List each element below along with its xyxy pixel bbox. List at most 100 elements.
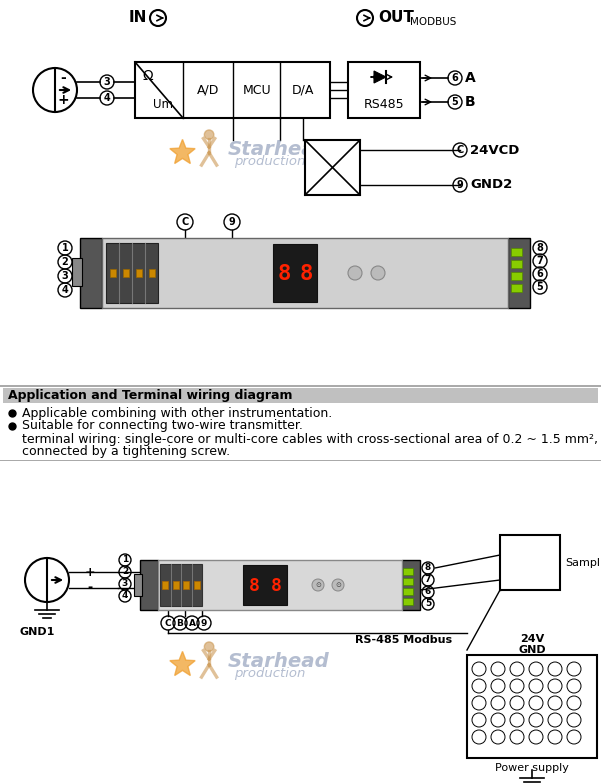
Circle shape <box>510 713 524 727</box>
Text: 7: 7 <box>537 256 543 266</box>
Text: 5: 5 <box>425 600 431 608</box>
Bar <box>273 244 317 302</box>
Circle shape <box>371 266 385 280</box>
Text: 1: 1 <box>62 243 69 253</box>
Text: 3: 3 <box>122 579 128 589</box>
Bar <box>109 269 115 277</box>
Circle shape <box>529 662 543 676</box>
Bar <box>80 238 102 308</box>
Circle shape <box>548 696 562 710</box>
Bar <box>511 248 522 256</box>
Bar <box>72 258 82 286</box>
Bar <box>403 568 413 575</box>
Text: MODBUS: MODBUS <box>410 17 456 27</box>
Bar <box>160 564 202 606</box>
Circle shape <box>548 662 562 676</box>
Text: GND: GND <box>518 645 546 655</box>
Bar <box>0 385 601 387</box>
Text: GND1: GND1 <box>19 627 55 637</box>
Circle shape <box>510 662 524 676</box>
Circle shape <box>510 679 524 693</box>
Circle shape <box>548 679 562 693</box>
Bar <box>403 578 413 585</box>
Circle shape <box>472 730 486 744</box>
Circle shape <box>529 679 543 693</box>
Text: ⊙: ⊙ <box>315 582 321 588</box>
Circle shape <box>548 713 562 727</box>
Text: 3: 3 <box>103 77 111 87</box>
Text: connected by a tightening screw.: connected by a tightening screw. <box>22 446 230 459</box>
Text: 8: 8 <box>270 577 281 595</box>
Text: +: + <box>57 93 69 107</box>
Text: Sampling: Sampling <box>565 557 601 568</box>
Circle shape <box>312 579 324 591</box>
Text: 8: 8 <box>277 264 291 284</box>
Text: 8: 8 <box>537 243 543 253</box>
Bar <box>135 62 330 118</box>
Circle shape <box>491 679 505 693</box>
Polygon shape <box>170 651 195 676</box>
Text: 8: 8 <box>249 577 260 595</box>
Circle shape <box>204 130 214 139</box>
Circle shape <box>472 713 486 727</box>
Text: A: A <box>189 619 195 627</box>
Bar <box>500 535 560 590</box>
Text: ⊙: ⊙ <box>335 582 341 588</box>
Text: terminal wiring: single-core or multi-core cables with cross-sectional area of 0: terminal wiring: single-core or multi-co… <box>22 432 598 446</box>
Bar <box>106 243 158 303</box>
Circle shape <box>491 713 505 727</box>
Text: C: C <box>182 217 189 227</box>
Circle shape <box>204 642 214 651</box>
Text: 1: 1 <box>122 555 128 565</box>
Text: RS485: RS485 <box>364 98 404 110</box>
Circle shape <box>567 679 581 693</box>
Bar <box>123 269 129 277</box>
Circle shape <box>548 730 562 744</box>
Text: D/A: D/A <box>292 84 314 96</box>
Text: 7: 7 <box>425 576 431 584</box>
Text: RS-485 Modbus: RS-485 Modbus <box>355 635 452 645</box>
Text: Starhead: Starhead <box>228 652 330 671</box>
Text: 8: 8 <box>299 264 313 284</box>
Text: 4: 4 <box>122 591 128 601</box>
Bar <box>148 269 154 277</box>
Text: Power supply: Power supply <box>495 763 569 773</box>
Bar <box>3 388 598 403</box>
Text: Application and Terminal wiring diagram: Application and Terminal wiring diagram <box>8 389 293 402</box>
Text: -: - <box>87 582 93 594</box>
Bar <box>102 238 508 308</box>
Bar <box>348 62 420 118</box>
Polygon shape <box>374 71 386 83</box>
Circle shape <box>491 730 505 744</box>
Circle shape <box>491 696 505 710</box>
Bar <box>183 581 189 589</box>
Text: +: + <box>85 565 96 579</box>
Text: Ω: Ω <box>142 69 153 83</box>
Bar <box>402 560 420 610</box>
Circle shape <box>472 696 486 710</box>
Polygon shape <box>170 139 195 164</box>
Text: 6: 6 <box>537 269 543 279</box>
Text: 6: 6 <box>425 587 431 597</box>
Text: production: production <box>234 667 305 680</box>
Text: 4: 4 <box>103 93 111 103</box>
Bar <box>467 655 597 758</box>
Circle shape <box>510 696 524 710</box>
Bar <box>0 460 601 461</box>
Bar <box>511 272 522 280</box>
Bar <box>135 269 141 277</box>
Circle shape <box>510 730 524 744</box>
Circle shape <box>472 662 486 676</box>
Bar <box>403 598 413 605</box>
Text: Suitable for connecting two-wire transmitter.: Suitable for connecting two-wire transmi… <box>22 420 303 432</box>
Bar <box>508 238 530 308</box>
Bar <box>158 560 402 610</box>
Text: Um: Um <box>153 98 173 110</box>
Text: 24VCD: 24VCD <box>470 143 519 157</box>
Bar <box>403 588 413 595</box>
Circle shape <box>472 679 486 693</box>
Text: Starhead: Starhead <box>228 140 330 160</box>
Circle shape <box>491 662 505 676</box>
Bar <box>243 565 287 605</box>
Text: 2: 2 <box>122 568 128 576</box>
